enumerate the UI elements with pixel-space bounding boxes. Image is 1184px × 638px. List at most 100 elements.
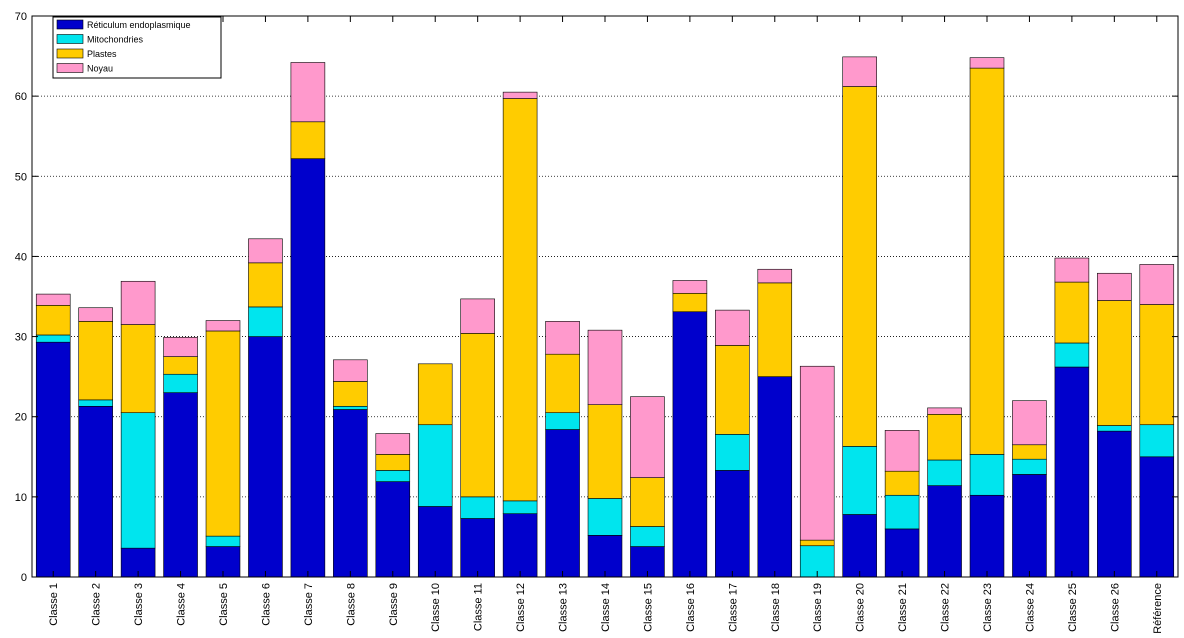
x-tick-label: Classe 25 bbox=[1067, 583, 1079, 632]
bar-segment-4 bbox=[502, 91, 538, 99]
bar-segment-2 bbox=[205, 535, 241, 547]
bar-segment-1 bbox=[587, 535, 623, 578]
legend-swatch-4 bbox=[56, 63, 84, 73]
x-tick-label: Classe 15 bbox=[642, 583, 654, 632]
x-tick-label: Classe 2 bbox=[91, 583, 103, 626]
x-tick-label: Classe 8 bbox=[345, 583, 357, 626]
x-tick-label: Classe 14 bbox=[600, 583, 612, 632]
legend-swatch-1 bbox=[56, 19, 84, 30]
bar-segment-2 bbox=[587, 498, 623, 536]
bar-segment-1 bbox=[290, 158, 326, 578]
bar-segment-4 bbox=[672, 280, 708, 294]
bar-segment-3 bbox=[333, 381, 368, 407]
bar-segment-3 bbox=[78, 321, 113, 401]
x-tick-label: Classe 22 bbox=[940, 583, 952, 632]
bar-segment-4 bbox=[969, 57, 1005, 69]
bar-segment-1 bbox=[672, 311, 708, 578]
bar-segment-2 bbox=[120, 412, 156, 549]
y-tick-label: 20 bbox=[15, 412, 27, 424]
bar-segment-2 bbox=[460, 496, 495, 519]
bar-segment-3 bbox=[205, 330, 241, 537]
x-tick-label: Classe 11 bbox=[473, 583, 485, 631]
x-tick-label: Classe 5 bbox=[218, 583, 230, 626]
bar-segment-4 bbox=[248, 238, 283, 264]
bar-segment-3 bbox=[927, 414, 962, 461]
bar-segment-3 bbox=[1012, 444, 1047, 460]
bar-segment-2 bbox=[969, 454, 1005, 496]
legend-swatch-3 bbox=[56, 48, 84, 59]
bar-segment-3 bbox=[417, 363, 453, 426]
bar-segment-3 bbox=[120, 324, 156, 414]
bar-segment-4 bbox=[587, 329, 623, 405]
y-tick-label: 50 bbox=[15, 171, 27, 183]
x-tick-label: Classe 7 bbox=[303, 583, 315, 626]
bar-segment-1 bbox=[715, 470, 750, 578]
bar-segment-4 bbox=[715, 309, 750, 346]
bar-segment-2 bbox=[842, 446, 877, 515]
bar-segment-4 bbox=[120, 280, 156, 325]
bar-segment-2 bbox=[163, 373, 198, 393]
bar-segment-1 bbox=[35, 341, 71, 578]
y-tick-label: 40 bbox=[15, 251, 27, 263]
x-tick-label: Référence bbox=[1152, 583, 1164, 633]
bar-segment-4 bbox=[1139, 264, 1175, 305]
bar-segment-1 bbox=[163, 392, 198, 578]
x-tick-label: Classe 16 bbox=[685, 583, 697, 632]
bar-segment-2 bbox=[715, 434, 750, 471]
bar-segment-1 bbox=[78, 405, 113, 578]
x-tick-label: Classe 1 bbox=[48, 583, 60, 626]
legend-label-2: Mitochondries bbox=[87, 35, 144, 45]
bar-segment-3 bbox=[502, 98, 538, 502]
bar-segment-4 bbox=[35, 293, 71, 306]
bar-segment-2 bbox=[333, 405, 368, 410]
bar-segment-1 bbox=[842, 514, 877, 578]
bar-segment-1 bbox=[545, 429, 580, 578]
bar-segment-4 bbox=[884, 430, 920, 472]
bar-segment-1 bbox=[757, 376, 793, 578]
bar-segment-4 bbox=[842, 56, 877, 87]
bar-segment-4 bbox=[290, 62, 326, 123]
x-tick-label: Classe 4 bbox=[176, 583, 188, 626]
y-tick-label: 30 bbox=[15, 332, 27, 344]
bar-segment-4 bbox=[1097, 272, 1132, 301]
bar-segment-4 bbox=[545, 321, 580, 355]
bar-segment-3 bbox=[799, 539, 835, 547]
bar-segment-2 bbox=[1139, 424, 1175, 458]
axes-layer: 0 10 20 30 40 50 60 70 Classe 1 Classe 2 Classe 3 C… bbox=[15, 11, 1179, 634]
x-tick-label: Classe 6 bbox=[260, 583, 272, 626]
bar-segment-1 bbox=[1097, 430, 1132, 578]
x-tick-label: Classe 13 bbox=[558, 583, 570, 632]
bar-segment-4 bbox=[460, 298, 495, 334]
bar-segment-3 bbox=[290, 121, 326, 159]
bar-segment-3 bbox=[757, 282, 793, 377]
bar-segment-1 bbox=[969, 494, 1005, 578]
x-tick-label: Classe 3 bbox=[133, 583, 145, 626]
bar-segment-2 bbox=[1097, 425, 1132, 432]
bar-segment-3 bbox=[460, 333, 495, 498]
bar-segment-3 bbox=[672, 292, 708, 313]
bar-segment-3 bbox=[163, 356, 198, 375]
bar-segment-3 bbox=[630, 477, 665, 527]
bar-segment-4 bbox=[1054, 257, 1090, 283]
bar-segment-1 bbox=[1012, 474, 1047, 578]
bar-segment-1 bbox=[1054, 366, 1090, 578]
bar-segment-2 bbox=[417, 424, 453, 507]
bar-segment-2 bbox=[1054, 342, 1090, 368]
legend-label-4: Noyau bbox=[87, 64, 113, 74]
x-tick-label: Classe 20 bbox=[855, 583, 867, 632]
bar-segment-3 bbox=[884, 470, 920, 496]
bar-segment-1 bbox=[927, 485, 962, 578]
bar-segment-2 bbox=[884, 494, 920, 530]
x-tick-label: Classe 26 bbox=[1109, 583, 1121, 632]
bar-segment-3 bbox=[1139, 304, 1175, 426]
bar-segment-2 bbox=[545, 412, 580, 430]
legend-label-3: Plastes bbox=[87, 49, 117, 59]
y-tick-label: 0 bbox=[21, 572, 27, 584]
y-tick-label: 60 bbox=[15, 91, 27, 103]
bar-segment-2 bbox=[375, 470, 411, 482]
bar-segment-4 bbox=[757, 268, 793, 284]
bar-segment-2 bbox=[927, 459, 962, 486]
x-tick-label: Classe 23 bbox=[982, 583, 994, 632]
y-tick-label: 70 bbox=[15, 11, 27, 23]
